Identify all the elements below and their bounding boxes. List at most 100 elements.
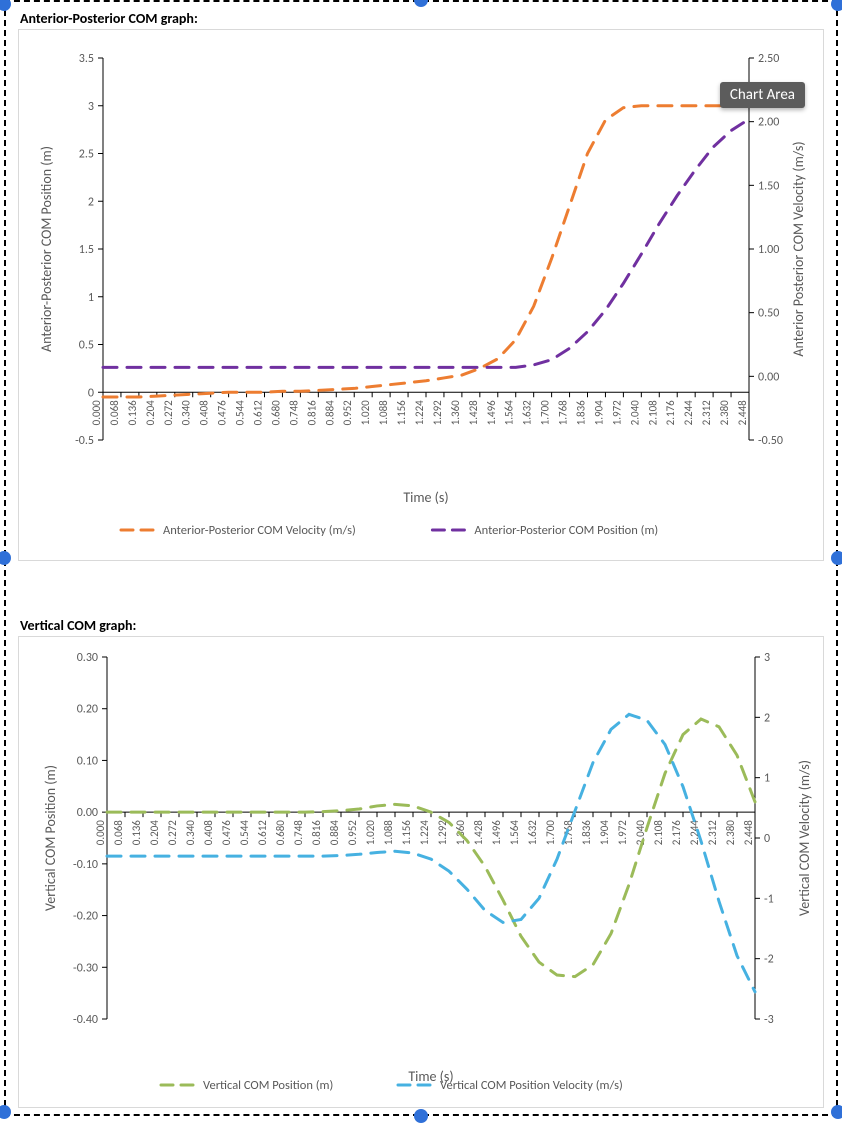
- svg-text:0: 0: [88, 386, 94, 400]
- svg-text:-3: -3: [764, 1013, 774, 1027]
- svg-text:3: 3: [764, 651, 770, 665]
- svg-text:1.020: 1.020: [359, 400, 372, 426]
- svg-text:0.30: 0.30: [77, 651, 98, 665]
- chart-area-tooltip: Chart Area: [720, 82, 805, 108]
- svg-text:2.244: 2.244: [682, 400, 695, 426]
- svg-text:2: 2: [88, 195, 94, 209]
- svg-text:1.224: 1.224: [418, 820, 431, 846]
- svg-text:3: 3: [88, 100, 94, 114]
- chart1-title: Anterior-Posterior COM graph:: [20, 10, 824, 27]
- svg-text:-0.40: -0.40: [73, 1013, 98, 1027]
- chart2-container[interactable]: -0.40 -0.30 -0.20 -0.10 0.00 0.10 0.20 0.30 -3 -2…: [18, 636, 824, 1108]
- svg-text:2: 2: [764, 711, 770, 725]
- svg-text:1.428: 1.428: [472, 820, 485, 846]
- svg-text:1.292: 1.292: [436, 820, 449, 846]
- svg-text:2.040: 2.040: [628, 400, 641, 426]
- svg-text:1.972: 1.972: [616, 820, 629, 846]
- svg-text:2.312: 2.312: [700, 400, 713, 426]
- svg-text:0.272: 0.272: [162, 400, 175, 426]
- svg-text:Time (s): Time (s): [403, 489, 448, 506]
- svg-text:1.428: 1.428: [467, 400, 480, 426]
- svg-text:-0.5: -0.5: [75, 434, 94, 448]
- svg-text:0.000: 0.000: [90, 400, 103, 426]
- svg-text:2.448: 2.448: [736, 400, 749, 426]
- svg-text:1.224: 1.224: [413, 400, 426, 426]
- svg-text:Anterior-Posterior COM Velocit: Anterior-Posterior COM Velocity (m/s): [163, 523, 356, 538]
- svg-text:2.108: 2.108: [646, 400, 659, 426]
- svg-text:Vertical COM Position (m): Vertical COM Position (m): [42, 765, 59, 911]
- svg-text:2.176: 2.176: [664, 400, 677, 426]
- selection-handle-icon[interactable]: [414, 1109, 428, 1123]
- svg-text:2.040: 2.040: [634, 820, 647, 846]
- svg-text:2.5: 2.5: [79, 148, 94, 162]
- svg-text:1.50: 1.50: [758, 179, 779, 193]
- svg-text:-0.30: -0.30: [73, 961, 98, 975]
- svg-text:1: 1: [764, 772, 770, 786]
- svg-text:0.136: 0.136: [130, 820, 143, 846]
- svg-text:1.632: 1.632: [526, 820, 539, 846]
- svg-text:1.564: 1.564: [508, 820, 521, 846]
- page: Anterior-Posterior COM graph: -0.500.511…: [0, 0, 842, 1116]
- svg-text:0.680: 0.680: [269, 400, 282, 426]
- svg-text:2.108: 2.108: [652, 820, 665, 846]
- selection-handle-icon[interactable]: [831, 551, 842, 565]
- chart1-svg: -0.500.511.522.533.5-0.500.000.501.001.5…: [19, 30, 823, 560]
- svg-text:1.360: 1.360: [449, 400, 462, 426]
- svg-text:0.816: 0.816: [305, 400, 318, 426]
- svg-text:0.136: 0.136: [126, 400, 139, 426]
- selection-handle-icon[interactable]: [831, 1105, 842, 1119]
- svg-text:0.476: 0.476: [216, 400, 229, 426]
- svg-text:1.768: 1.768: [557, 400, 570, 426]
- svg-text:1.088: 1.088: [382, 820, 395, 846]
- svg-text:Vertical COM Velocity (m/s): Vertical COM Velocity (m/s): [796, 760, 813, 916]
- selection-handle-icon[interactable]: [0, 0, 11, 11]
- chart2-title: Vertical COM graph:: [20, 617, 824, 634]
- selection-handle-icon[interactable]: [831, 0, 842, 11]
- svg-text:0.204: 0.204: [144, 400, 157, 426]
- selection-handle-icon[interactable]: [0, 551, 11, 565]
- svg-text:0.612: 0.612: [256, 820, 269, 846]
- svg-text:1.904: 1.904: [598, 820, 611, 846]
- svg-text:1.088: 1.088: [377, 400, 390, 426]
- chart2-svg: -0.40 -0.30 -0.20 -0.10 0.00 0.10 0.20 0.30 -3 -2…: [19, 637, 823, 1107]
- svg-text:0.204: 0.204: [148, 820, 161, 846]
- svg-text:Anterior-Posterior COM Positio: Anterior-Posterior COM Position (m): [474, 523, 658, 538]
- svg-text:0.50: 0.50: [758, 307, 779, 321]
- svg-text:0.544: 0.544: [234, 400, 247, 426]
- svg-text:-2: -2: [764, 953, 774, 967]
- svg-text:0.00: 0.00: [77, 806, 98, 820]
- svg-text:0.476: 0.476: [220, 820, 233, 846]
- selection-handle-icon[interactable]: [414, 0, 428, 7]
- svg-text:0.408: 0.408: [202, 820, 215, 846]
- svg-text:Vertical COM Position Veloci: Vertical COM Position Velocity (m/s): [440, 1078, 623, 1093]
- svg-text:1.700: 1.700: [544, 820, 557, 846]
- svg-text:0.068: 0.068: [112, 820, 125, 846]
- svg-text:0.340: 0.340: [180, 400, 193, 426]
- svg-text:1.836: 1.836: [575, 400, 588, 426]
- chart1-container[interactable]: -0.500.511.522.533.5-0.500.000.501.001.5…: [18, 29, 824, 561]
- svg-text:0.748: 0.748: [292, 820, 305, 846]
- svg-text:-0.20: -0.20: [73, 910, 98, 924]
- svg-text:0.884: 0.884: [328, 820, 341, 846]
- svg-text:0.816: 0.816: [310, 820, 323, 846]
- svg-text:0.340: 0.340: [184, 820, 197, 846]
- svg-text:1.700: 1.700: [539, 400, 552, 426]
- svg-text:1.020: 1.020: [364, 820, 377, 846]
- svg-text:0.20: 0.20: [77, 703, 98, 717]
- svg-text:0.000: 0.000: [94, 820, 107, 846]
- svg-text:-0.10: -0.10: [73, 858, 98, 872]
- svg-text:0: 0: [764, 832, 770, 846]
- svg-text:-1: -1: [764, 892, 774, 906]
- svg-text:1.156: 1.156: [400, 820, 413, 846]
- svg-text:1: 1: [88, 291, 94, 305]
- svg-text:2.176: 2.176: [670, 820, 683, 846]
- svg-text:2.00: 2.00: [758, 116, 779, 130]
- svg-text:0.10: 0.10: [77, 754, 98, 768]
- svg-text:0.680: 0.680: [274, 820, 287, 846]
- svg-text:0.748: 0.748: [287, 400, 300, 426]
- svg-text:-0.50: -0.50: [758, 434, 783, 448]
- svg-text:1.972: 1.972: [610, 400, 623, 426]
- selection-handle-icon[interactable]: [0, 1105, 11, 1119]
- svg-text:2.380: 2.380: [718, 400, 731, 426]
- svg-text:0.952: 0.952: [341, 400, 354, 426]
